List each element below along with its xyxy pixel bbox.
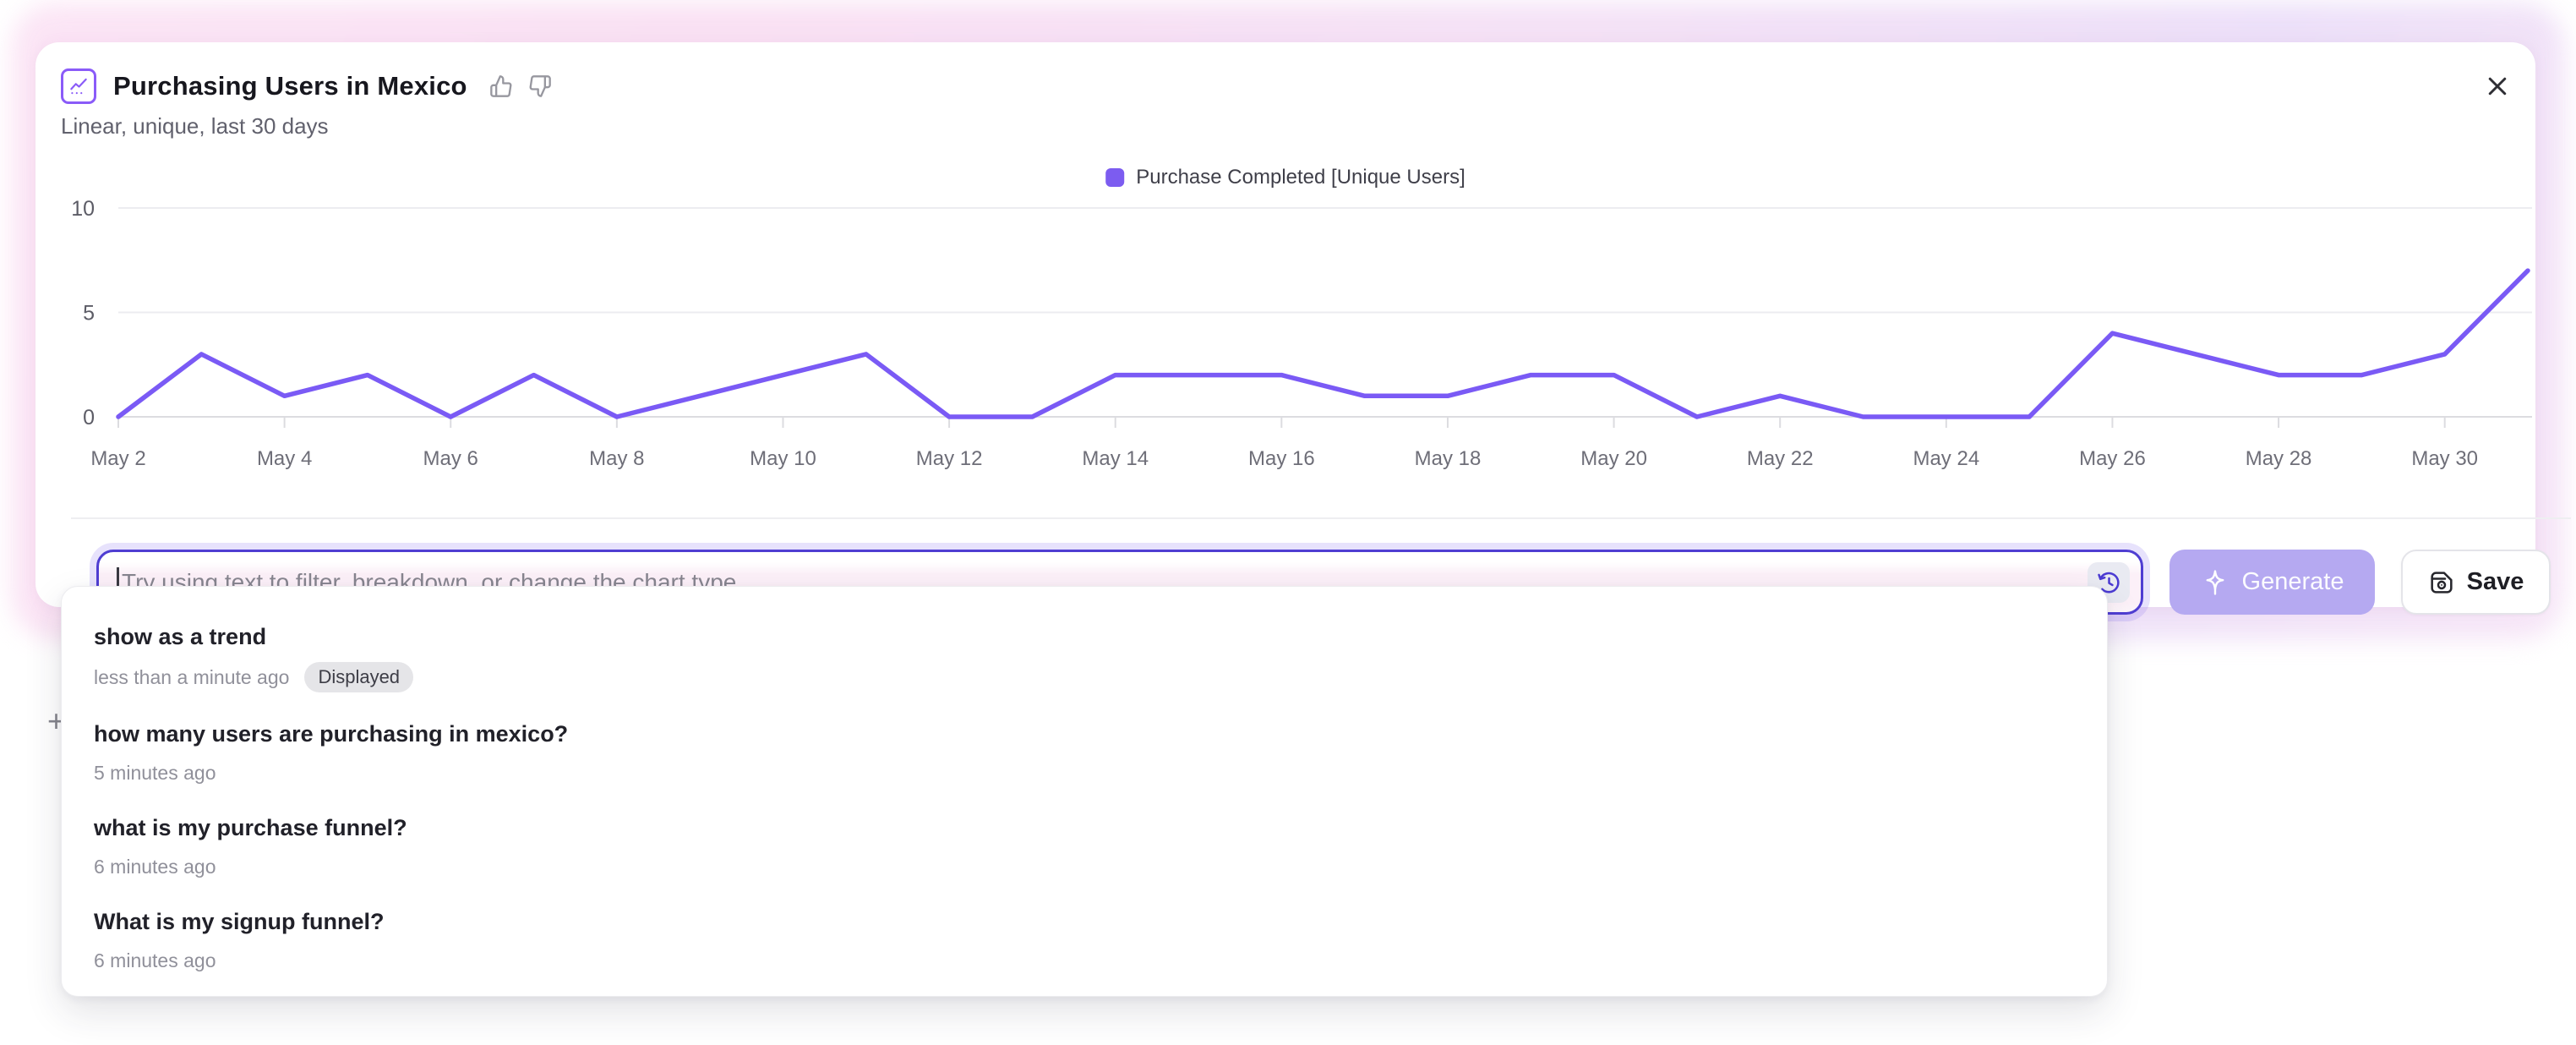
history-item[interactable]: what is my purchase funnel? 6 minutes ago: [62, 798, 2107, 892]
sparkle-icon: [2206, 569, 2224, 595]
chart-subtitle: Linear, unique, last 30 days: [61, 113, 329, 139]
legend-label: Purchase Completed [Unique Users]: [1136, 166, 1465, 189]
save-button[interactable]: Save: [2401, 550, 2551, 615]
history-item-time: less than a minute ago: [94, 666, 290, 688]
history-dropdown: show as a trend less than a minute ago Dis…: [61, 586, 2108, 997]
thumbs-down-button[interactable]: [528, 74, 554, 99]
card-header: Purchasing Users in Mexico: [61, 63, 2512, 110]
history-item-time: 6 minutes ago: [94, 949, 216, 971]
history-item-meta: 5 minutes ago: [94, 759, 2075, 786]
close-button[interactable]: [2483, 72, 2512, 101]
legend-item[interactable]: Purchase Completed [Unique Users]: [1105, 166, 1465, 189]
history-item[interactable]: show as a trend less than a minute ago Dis…: [62, 607, 2107, 704]
history-item-title: What is my signup funnel?: [94, 909, 385, 934]
history-item-title: show as a trend: [94, 624, 267, 649]
generate-label: Generate: [2241, 568, 2344, 595]
save-label: Save: [2466, 568, 2524, 595]
history-list: show as a trend less than a minute ago Dis…: [62, 607, 2107, 986]
chart-bottom-divider: [71, 517, 2571, 519]
generate-button[interactable]: Generate: [2169, 550, 2375, 615]
history-item[interactable]: What is my signup funnel? 6 minutes ago: [62, 892, 2107, 986]
history-item-time: 5 minutes ago: [94, 762, 216, 784]
page-title: Purchasing Users in Mexico: [113, 71, 467, 101]
history-clock-icon: [2098, 572, 2120, 593]
line-chart-icon: [61, 68, 96, 104]
history-item-title: how many users are purchasing in mexico?: [94, 721, 569, 747]
history-item-meta: less than a minute ago Displayed: [94, 662, 2075, 692]
chart-card: Purchasing Users in Mexico Linear, uniqu…: [35, 42, 2571, 615]
history-item-badge: Displayed: [304, 662, 414, 692]
history-item-meta: 6 minutes ago: [94, 947, 2075, 974]
history-item-time: 6 minutes ago: [94, 856, 216, 878]
history-item[interactable]: how many users are purchasing in mexico?…: [62, 704, 2107, 798]
close-icon: [2488, 77, 2507, 96]
text-caret: [117, 567, 119, 601]
history-item-meta: 6 minutes ago: [94, 853, 2075, 880]
thumbs-up-button[interactable]: [489, 74, 515, 99]
background-plus-glyph: +: [47, 703, 66, 738]
thumbs-down-icon: [529, 75, 551, 97]
save-disk-icon: [2431, 571, 2453, 594]
history-item-title: what is my purchase funnel?: [94, 815, 407, 840]
legend-swatch: [1105, 168, 1125, 187]
thumbs-up-icon: [489, 75, 512, 97]
